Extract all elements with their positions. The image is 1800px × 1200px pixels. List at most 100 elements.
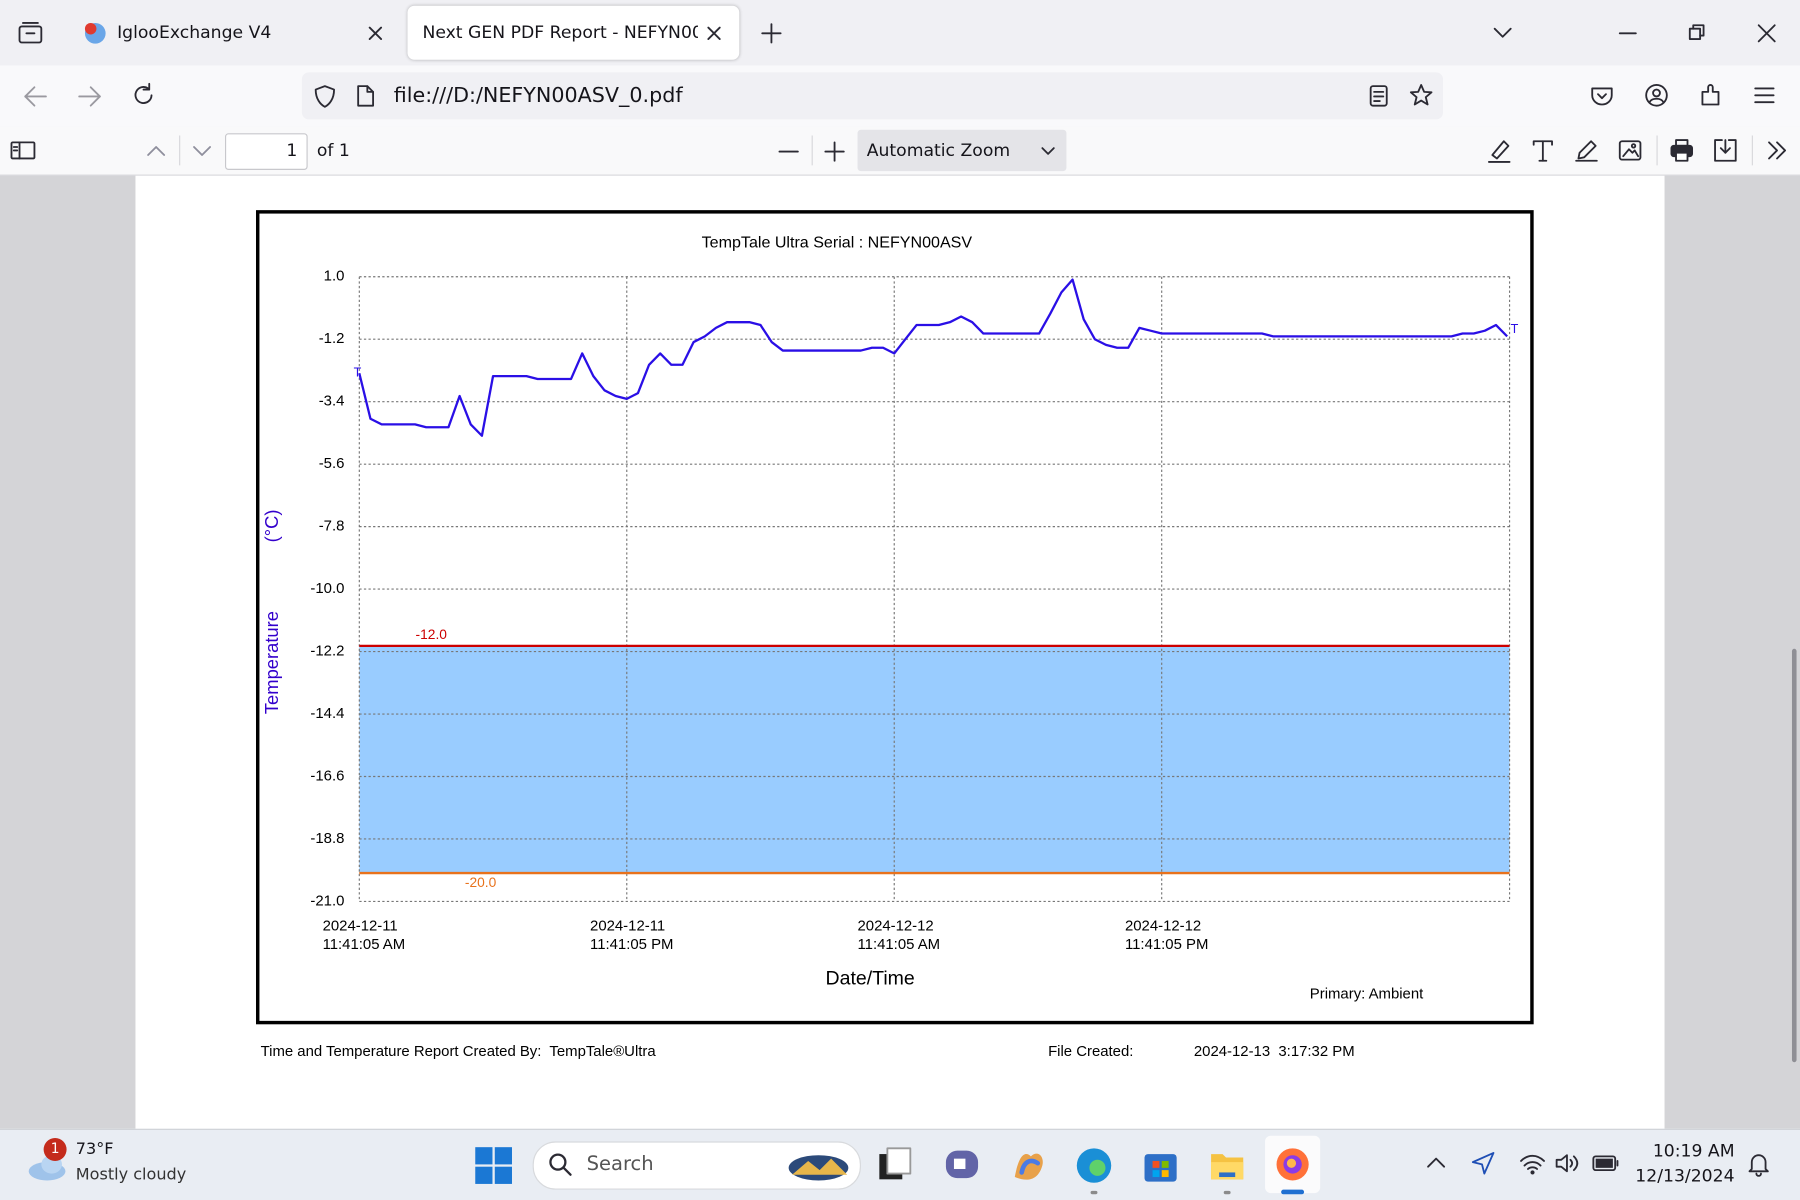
clock-time[interactable]: 10:19 AM xyxy=(1652,1140,1735,1161)
reader-view[interactable] xyxy=(1369,85,1388,107)
sidebar-toggle[interactable] xyxy=(10,141,36,160)
previous-page[interactable] xyxy=(147,146,166,156)
draw-tool[interactable] xyxy=(1575,139,1598,162)
legend-entry: Primary: Ambient xyxy=(1310,985,1424,1002)
bookmark-star[interactable] xyxy=(1409,84,1433,107)
minimize[interactable] xyxy=(1618,32,1637,35)
save[interactable] xyxy=(1714,139,1737,162)
x-axis-label: Date/Time xyxy=(826,968,915,990)
battery-icon[interactable] xyxy=(1592,1155,1620,1172)
footer-file-created: 2024-12-13 3:17:32 PM xyxy=(1194,1043,1355,1060)
y-tick-label: -3.4 xyxy=(319,393,345,410)
weather-badge xyxy=(43,1137,67,1161)
copilot-app[interactable] xyxy=(1010,1147,1047,1184)
tab-overflow[interactable] xyxy=(1493,27,1512,38)
more-tools[interactable] xyxy=(1768,141,1786,160)
tab-close[interactable] xyxy=(368,26,383,40)
x-tick-label: 2024-12-12 xyxy=(1125,918,1201,935)
threshold-label: -20.0 xyxy=(465,875,497,890)
separator xyxy=(179,135,181,166)
search-placeholder: Search xyxy=(586,1152,654,1176)
separator xyxy=(1751,135,1753,166)
next-page[interactable] xyxy=(193,146,211,156)
weather-temp[interactable]: 73°F xyxy=(75,1140,114,1159)
y-tick-label: -14.4 xyxy=(310,705,344,722)
y-axis-unit: (°C) xyxy=(261,510,282,543)
y-tick-label: -1.2 xyxy=(319,330,345,347)
page-number: 1 xyxy=(286,140,298,161)
store-app[interactable] xyxy=(1142,1147,1179,1184)
y-tick-label: 1.0 xyxy=(324,268,345,285)
threshold-label: -12.0 xyxy=(416,627,448,642)
forward-button[interactable] xyxy=(78,86,101,107)
pocket[interactable] xyxy=(1591,86,1613,106)
x-tick-label: 11:41:05 AM xyxy=(323,936,406,953)
y-tick-label: -21.0 xyxy=(310,892,344,909)
app-indicator xyxy=(1090,1190,1098,1195)
reload-button[interactable] xyxy=(132,82,155,107)
url-text[interactable]: file:///D:/NEFYN00ASV_0.pdf xyxy=(393,83,683,108)
footer-created-by: Time and Temperature Report Created By: … xyxy=(261,1043,657,1060)
edge-app[interactable] xyxy=(1076,1147,1113,1184)
back-button[interactable] xyxy=(24,86,47,107)
y-tick-label: -18.8 xyxy=(310,830,344,847)
chart-title: TempTale Ultra Serial : NEFYN00ASV xyxy=(702,234,973,252)
zoom-value: Automatic Zoom xyxy=(866,140,1011,161)
restore[interactable] xyxy=(1688,24,1705,40)
zoom-out[interactable] xyxy=(778,150,799,153)
end-marker: T xyxy=(1511,322,1519,336)
new-tab[interactable] xyxy=(761,23,782,44)
weather-badge-count: 1 xyxy=(50,1140,60,1157)
tab-close[interactable] xyxy=(707,26,721,40)
x-tick-label: 2024-12-11 xyxy=(323,918,398,935)
url-bar[interactable] xyxy=(301,72,1443,120)
tab-list-button[interactable] xyxy=(18,22,43,45)
tracking-shield[interactable] xyxy=(314,85,336,108)
data-line xyxy=(358,278,1508,437)
y-tick-label: -5.6 xyxy=(319,455,345,472)
app-indicator xyxy=(1223,1190,1231,1195)
y-tick-label: -16.6 xyxy=(310,767,344,784)
explorer-app[interactable] xyxy=(1209,1147,1246,1184)
clock-date[interactable]: 12/13/2024 xyxy=(1635,1165,1735,1187)
active-tab[interactable] xyxy=(407,5,740,60)
account[interactable] xyxy=(1645,84,1668,107)
task-view[interactable] xyxy=(877,1147,914,1184)
menu[interactable] xyxy=(1754,87,1775,104)
print[interactable] xyxy=(1670,139,1694,162)
x-tick-label: 11:41:05 PM xyxy=(1125,936,1208,953)
chart: TempTale Ultra Serial : NEFYN00ASV Tempe… xyxy=(255,210,1534,1060)
tab-title: Next GEN PDF Report - NEFYN00AS xyxy=(422,21,698,43)
scrollbar-thumb[interactable] xyxy=(1791,648,1797,1063)
highlight-tool[interactable] xyxy=(1487,139,1511,163)
x-tick-label: 11:41:05 AM xyxy=(858,936,941,953)
start-button[interactable] xyxy=(475,1147,512,1184)
text-tool[interactable] xyxy=(1532,140,1554,162)
search-icon xyxy=(549,1153,572,1176)
location-icon[interactable] xyxy=(1471,1151,1495,1175)
tray-overflow[interactable] xyxy=(1427,1157,1446,1168)
zoom-in[interactable] xyxy=(824,141,845,162)
image-tool[interactable] xyxy=(1618,140,1642,161)
weather-text[interactable]: Mostly cloudy xyxy=(75,1165,187,1184)
extensions[interactable] xyxy=(1700,84,1722,107)
footer-file-created-label: File Created: xyxy=(1048,1043,1133,1060)
x-tick-label: 2024-12-11 xyxy=(590,918,665,935)
firefox-app[interactable] xyxy=(1274,1146,1311,1183)
tab-title: IglooExchange V4 xyxy=(117,21,272,43)
teams-app[interactable] xyxy=(944,1147,981,1184)
tab-bar xyxy=(0,0,1800,66)
y-tick-label: -10.0 xyxy=(310,580,344,597)
notifications[interactable] xyxy=(1747,1152,1770,1177)
search-highlight xyxy=(788,1155,849,1181)
page-number-input[interactable] xyxy=(224,133,308,170)
zoom-select[interactable] xyxy=(857,129,1067,172)
app-indicator-active xyxy=(1281,1189,1305,1195)
volume-icon[interactable] xyxy=(1555,1153,1580,1174)
tab-favicon xyxy=(84,22,106,44)
wifi-icon[interactable] xyxy=(1520,1153,1545,1175)
start-marker: T xyxy=(354,366,362,380)
close-window[interactable] xyxy=(1757,24,1776,43)
